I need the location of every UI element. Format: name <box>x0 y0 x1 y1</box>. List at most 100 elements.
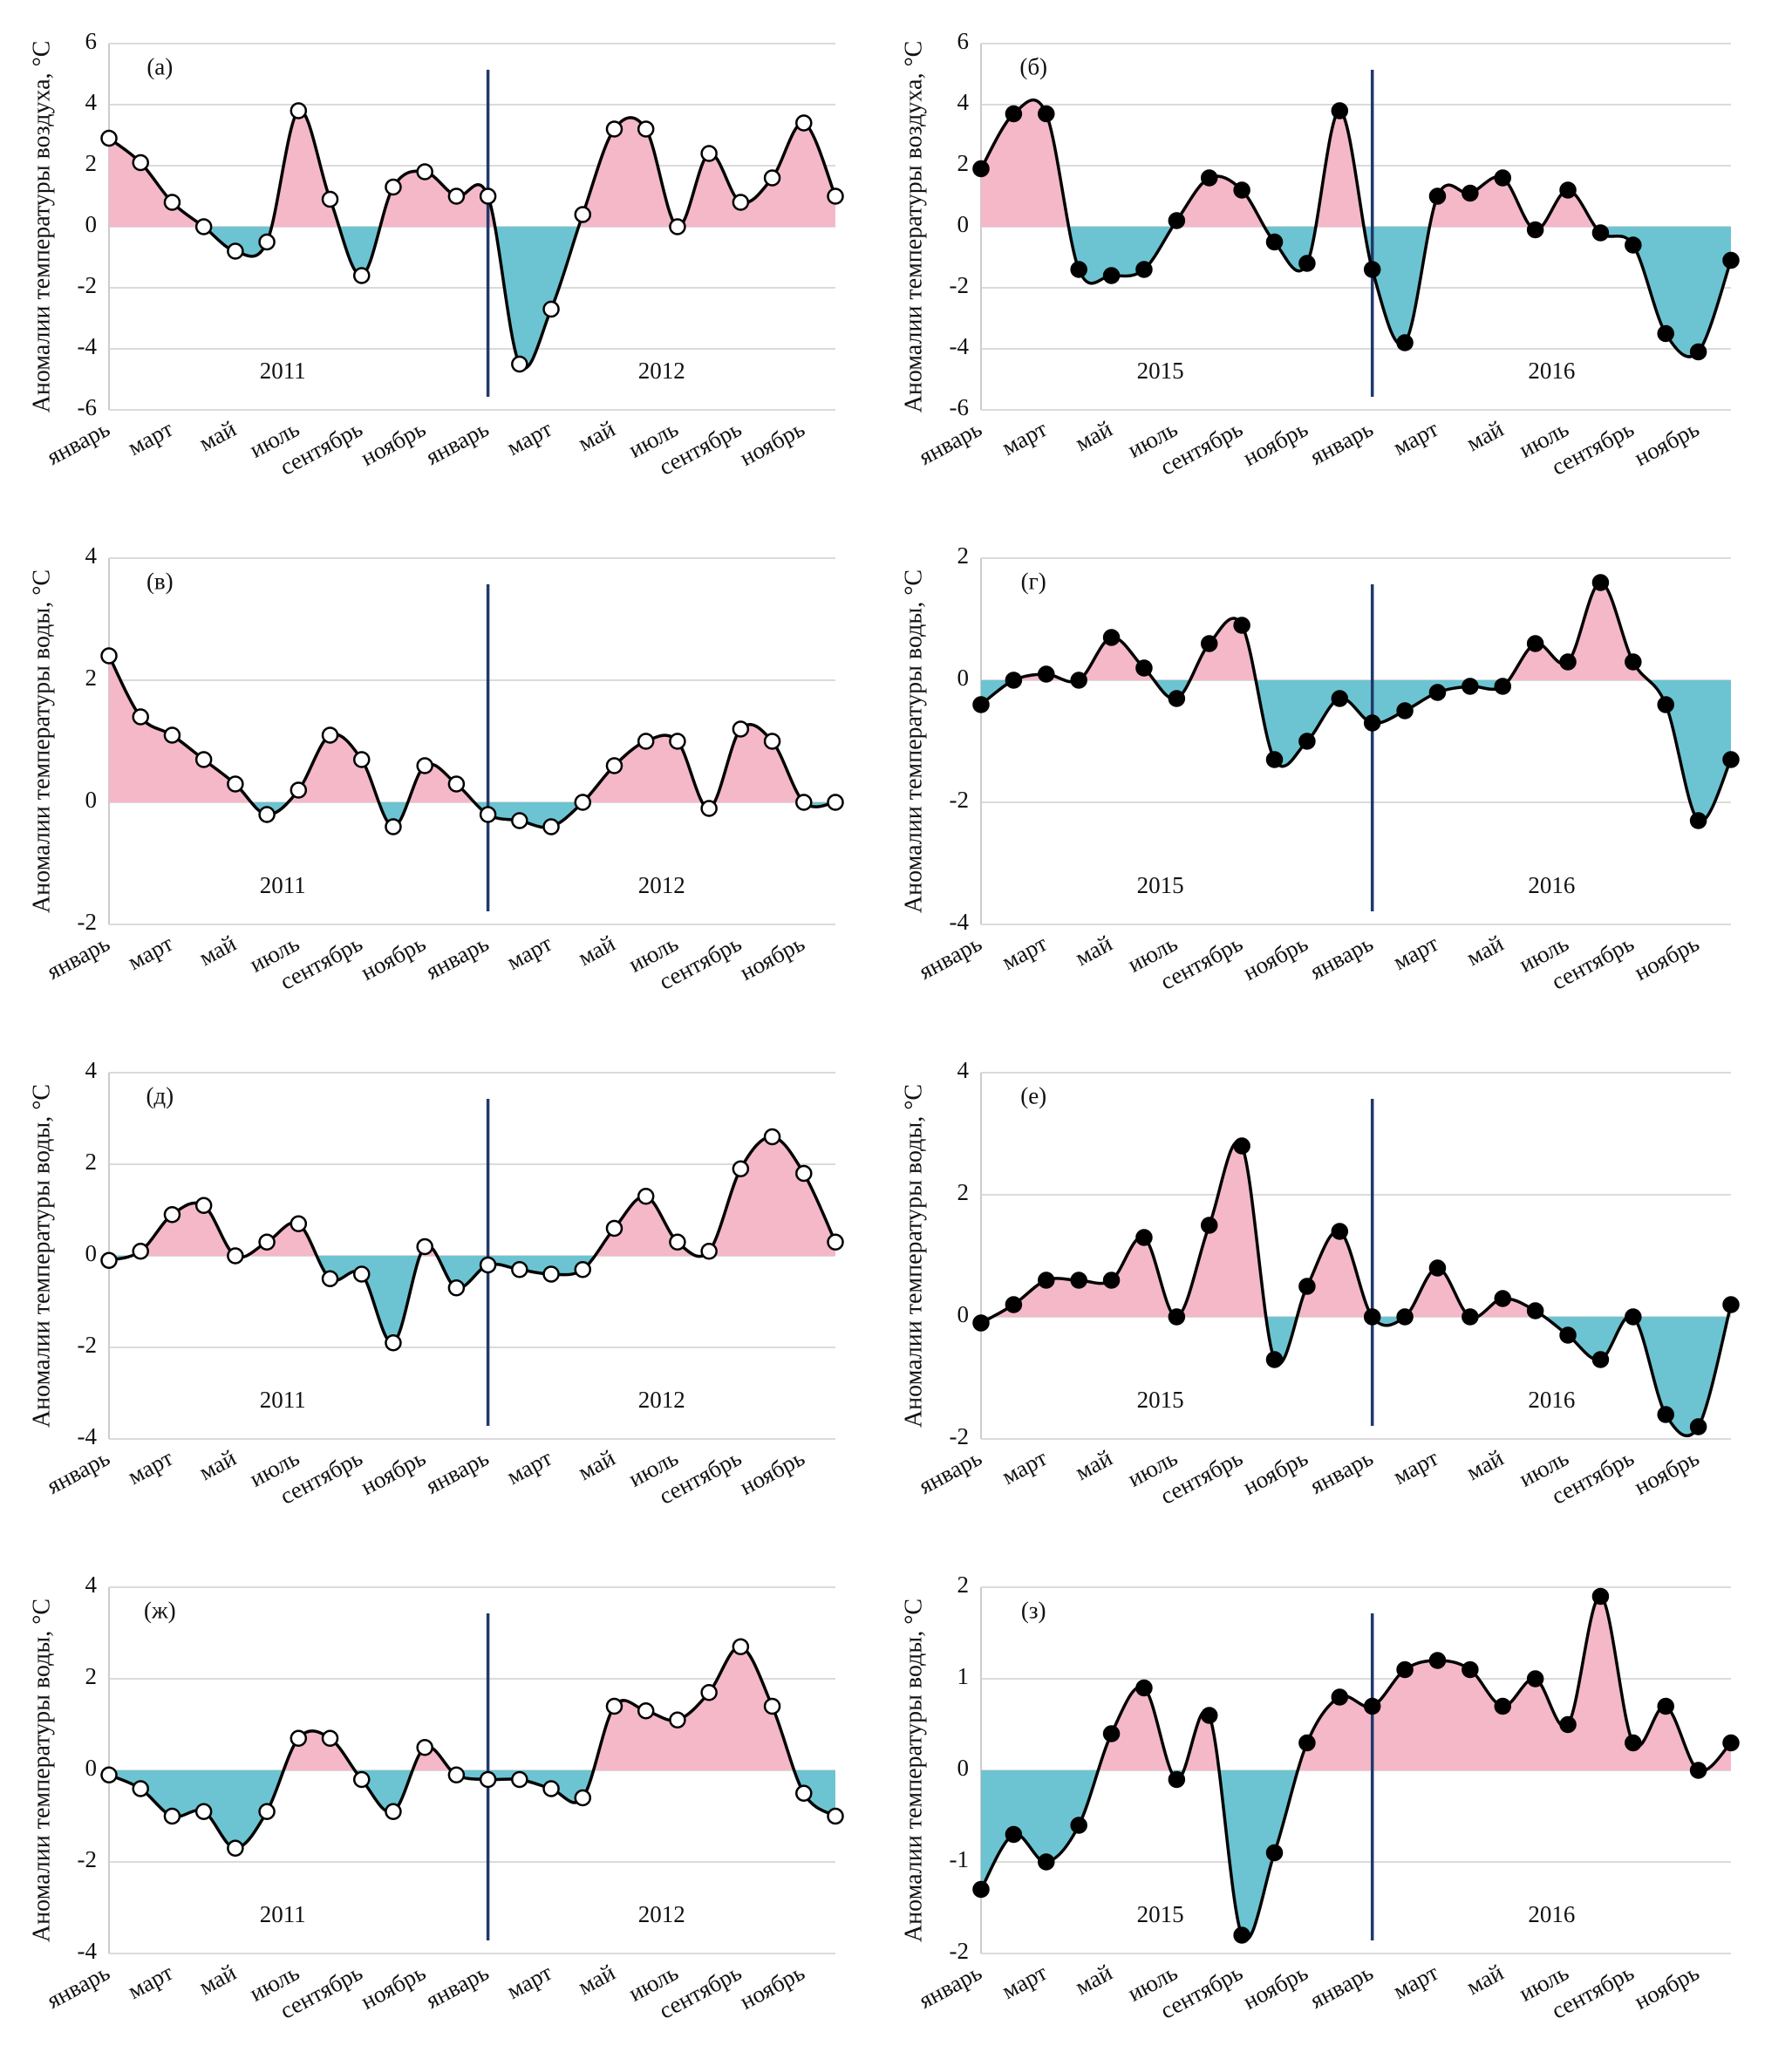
y-tick-label: 2 <box>85 1663 98 1689</box>
x-tick-label: март <box>1389 1444 1443 1490</box>
data-point <box>1428 684 1447 701</box>
x-tick-label: май <box>1462 1444 1508 1485</box>
data-point <box>972 1314 990 1332</box>
year-label: 2016 <box>1528 872 1575 898</box>
y-tick-label: -4 <box>78 333 98 359</box>
data-point <box>1559 181 1577 199</box>
data-point <box>1135 1229 1153 1246</box>
data-point <box>1135 659 1153 677</box>
data-point <box>1591 1587 1610 1606</box>
x-tick-label: март <box>124 415 178 460</box>
year-label: 2016 <box>1528 1901 1575 1927</box>
y-tick-label: 4 <box>85 1057 98 1083</box>
data-point <box>321 726 339 744</box>
data-point <box>1102 1725 1121 1742</box>
data-point <box>1331 1688 1349 1706</box>
x-tick-label: ноябрь <box>735 1444 808 1500</box>
y-tick-label: 0 <box>957 1301 970 1327</box>
data-point <box>1396 334 1414 351</box>
data-point <box>1265 751 1284 768</box>
y-axis-label: Аномалии температуры воды, °C <box>28 569 55 913</box>
panel-label: (з) <box>1021 1598 1046 1624</box>
y-tick-label: 0 <box>957 211 970 237</box>
year-label: 2012 <box>638 1901 685 1927</box>
data-point <box>972 696 990 713</box>
data-point <box>385 1803 402 1820</box>
data-point <box>1070 1272 1087 1289</box>
data-point <box>511 1261 528 1278</box>
x-tick-label: январь <box>421 1959 493 2014</box>
x-tick-label: март <box>998 415 1052 460</box>
data-point <box>1168 1308 1186 1326</box>
data-point <box>1722 251 1740 269</box>
data-point <box>132 1243 149 1260</box>
data-point <box>542 300 560 318</box>
x-tick-label: март <box>124 1959 178 2004</box>
data-point <box>1657 324 1674 343</box>
data-point <box>1689 343 1707 361</box>
y-tick-label: -4 <box>78 1938 98 1964</box>
x-tick-label: март <box>998 930 1052 975</box>
data-point <box>385 818 402 835</box>
data-point <box>1657 1697 1674 1715</box>
y-axis-label: Аномалии температуры воды, °C <box>28 1599 55 1942</box>
positive-area <box>981 1142 1731 1317</box>
x-tick-label: май <box>1462 930 1508 971</box>
data-point <box>1038 1272 1055 1289</box>
data-point <box>447 1766 466 1783</box>
data-point <box>1005 1296 1023 1313</box>
data-point <box>1298 1734 1316 1752</box>
data-point <box>1038 665 1055 683</box>
data-point <box>605 757 623 774</box>
x-tick-label: май <box>574 1444 619 1485</box>
data-point <box>1331 1223 1349 1240</box>
data-point <box>1428 1259 1447 1277</box>
positive-area <box>981 1596 1731 1770</box>
data-point <box>1657 1406 1674 1423</box>
x-tick-label: март <box>124 1444 178 1490</box>
data-point <box>1526 635 1544 652</box>
data-point <box>1168 1770 1186 1789</box>
data-point <box>1462 184 1479 202</box>
data-point <box>1005 1825 1023 1844</box>
positive-area <box>109 1647 835 1770</box>
x-tick-label: март <box>1389 930 1443 975</box>
data-point <box>1102 1272 1121 1289</box>
data-point <box>258 1803 276 1820</box>
x-tick-label: январь <box>43 1959 114 2014</box>
x-tick-label: март <box>998 1959 1052 2004</box>
panel-label: (е) <box>1020 1083 1046 1109</box>
data-point <box>416 163 433 181</box>
data-point <box>1559 1715 1577 1734</box>
data-point <box>100 1251 118 1269</box>
x-tick-label: ноябрь <box>1238 930 1312 985</box>
x-tick-label: январь <box>915 1959 986 2014</box>
data-point <box>100 647 118 665</box>
panel-label: (б) <box>1019 54 1047 80</box>
data-point <box>1559 1326 1577 1344</box>
data-point <box>1657 696 1674 713</box>
negative-area <box>981 227 1731 357</box>
x-tick-label: ноябрь <box>357 1444 430 1500</box>
data-point <box>1462 678 1479 695</box>
y-tick-label: 6 <box>957 28 970 54</box>
data-point <box>827 1233 844 1251</box>
y-tick-label: 2 <box>85 150 98 176</box>
data-point <box>1591 574 1610 591</box>
x-tick-label: март <box>502 1444 556 1490</box>
data-point <box>1625 653 1642 671</box>
year-label: 2016 <box>1528 358 1575 384</box>
x-tick-label: ноябрь <box>1238 1444 1312 1500</box>
data-point <box>669 1711 686 1728</box>
year-label: 2011 <box>260 358 306 384</box>
x-tick-label: ноябрь <box>1238 415 1312 471</box>
panel-label: (а) <box>146 54 173 80</box>
data-point <box>1526 221 1544 239</box>
x-tick-label: май <box>574 930 619 971</box>
x-tick-label: ноябрь <box>1238 1959 1312 2015</box>
x-tick-label: январь <box>421 930 493 985</box>
data-point <box>1428 188 1447 205</box>
panel-label: (г) <box>1021 569 1046 595</box>
data-point <box>1526 1670 1544 1688</box>
year-label: 2015 <box>1137 872 1184 898</box>
